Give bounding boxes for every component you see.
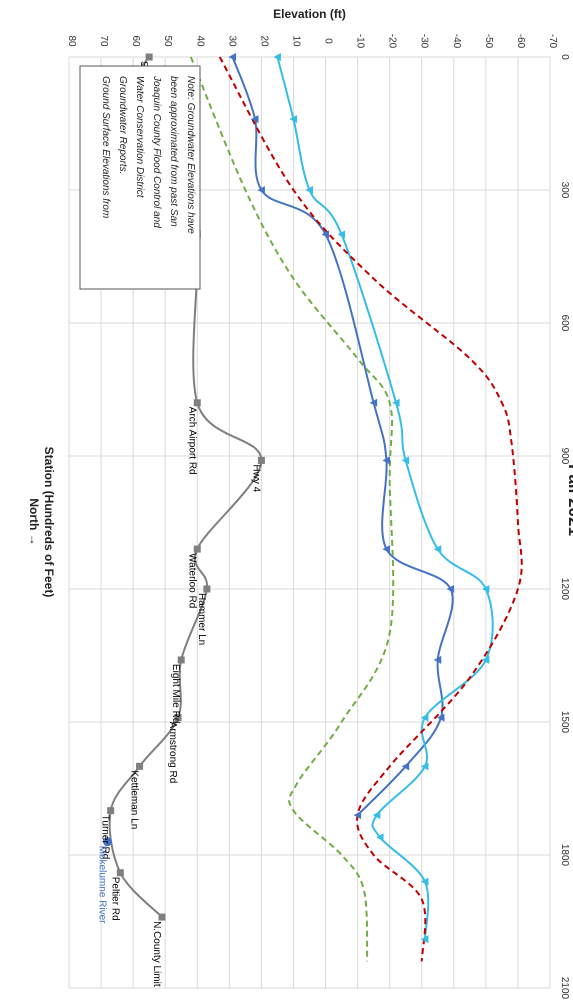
station-annotation: Kettleman Ln: [129, 770, 140, 829]
point-gw-light: [420, 935, 429, 944]
station-annotation: Hwy 4: [250, 464, 261, 492]
point-gw-dark: [433, 655, 442, 664]
point-gw-light: [481, 585, 490, 593]
x-tick-label: 900: [559, 448, 570, 465]
point-ground: [107, 807, 115, 815]
note-line: Ground Surface Elevations from: [100, 76, 111, 218]
note-line: Water Conservation District: [134, 76, 145, 199]
point-gw-dark: [401, 762, 410, 771]
series-line-red-dashed: [218, 56, 523, 962]
note-line: Joaquin County Flood Control and: [151, 75, 162, 228]
y-tick-label: 10: [290, 35, 301, 47]
point-gw-light: [376, 833, 384, 842]
point-ground: [193, 545, 201, 553]
note-line: Note: Groundwater Elevations have: [185, 76, 196, 234]
point-ground: [203, 585, 211, 593]
point-ground: [177, 656, 185, 664]
point-gw-light: [392, 398, 400, 407]
point-gw-light: [481, 655, 490, 664]
point-gw-dark: [446, 585, 455, 593]
y-tick-label: 50: [162, 35, 173, 47]
station-annotation: Arch Airport Rd: [186, 407, 197, 475]
station-annotation: Armstrong Rd: [167, 722, 178, 784]
point-gw-dark: [257, 186, 265, 194]
point-ground: [174, 714, 182, 722]
point-gw-dark: [321, 230, 330, 239]
river-point: [102, 837, 112, 847]
y-tick-label: -70: [547, 34, 558, 49]
y-tick-label: -60: [515, 34, 526, 49]
point-gw-light: [401, 456, 410, 465]
point-gw-dark: [353, 811, 362, 820]
x-tick-label: 1200: [559, 578, 570, 601]
point-ground: [193, 399, 201, 407]
point-gw-light: [337, 230, 346, 239]
x-tick-label: 0: [559, 54, 570, 60]
point-gw-light: [305, 186, 313, 194]
point-gw-dark: [369, 398, 378, 407]
x-axis-title: Station (Hundreds of Feet): [42, 447, 56, 598]
point-ground: [136, 762, 144, 770]
station-annotation: Mokelumne River: [96, 846, 107, 924]
point-ground: [116, 869, 124, 877]
station-annotation: Peltier Rd: [109, 877, 120, 921]
y-tick-label: -30: [419, 34, 430, 49]
y-tick-label: 30: [226, 35, 237, 47]
y-tick-label: -20: [387, 34, 398, 49]
y-tick-label: 0: [323, 38, 334, 44]
point-ground: [257, 456, 265, 464]
y-tick-label: -50: [483, 34, 494, 49]
point-gw-light: [420, 762, 429, 771]
series-line-gw-dark: [231, 56, 454, 816]
x-axis-direction: North →: [27, 498, 41, 545]
station-annotation: Waterloo Rd: [186, 553, 197, 608]
y-axis-title: Elevation (ft): [273, 7, 346, 21]
x-tick-label: 2100: [559, 977, 570, 1000]
y-tick-label: 80: [66, 35, 77, 47]
y-tick-label: 20: [258, 35, 269, 47]
y-tick-label: -40: [451, 34, 462, 49]
point-gw-light: [372, 811, 381, 820]
series-line-gw-light: [276, 56, 494, 940]
y-tick-label: 40: [194, 35, 205, 47]
x-tick-label: 300: [559, 182, 570, 199]
station-annotation: Eight Mile Rd: [170, 664, 181, 723]
note-box: Note: Groundwater Elevations have been ap…: [79, 65, 201, 290]
x-tick-label: 600: [559, 315, 570, 332]
x-tick-label: 1800: [559, 844, 570, 867]
point-gw-dark: [436, 713, 445, 722]
point-gw-light: [273, 53, 281, 61]
series-line-green-dashed: [189, 56, 395, 962]
point-gw-dark: [250, 115, 259, 124]
point-gw-light: [289, 115, 297, 124]
station-annotation: Hammer Ln: [196, 593, 207, 645]
note-line: been approximated from past San: [168, 76, 179, 227]
point-gw-dark: [228, 53, 237, 61]
point-ground: [158, 913, 166, 921]
station-annotation: N.County Limit: [151, 921, 162, 987]
chart-title: Fall 2021: [565, 464, 573, 536]
station-annotation: Turner Rd: [100, 815, 111, 860]
y-tick-label: 60: [130, 35, 141, 47]
point-gw-dark: [382, 545, 390, 554]
point-gw-light: [420, 877, 429, 886]
y-tick-label: 70: [98, 35, 109, 47]
x-tick-label: 1500: [559, 711, 570, 734]
point-gw-light: [433, 545, 442, 554]
point-gw-dark: [382, 456, 390, 465]
point-gw-light: [420, 713, 429, 722]
note-line: Groundwater Reports.: [117, 76, 128, 174]
y-tick-label: -10: [355, 34, 366, 49]
point-ground: [145, 53, 153, 61]
